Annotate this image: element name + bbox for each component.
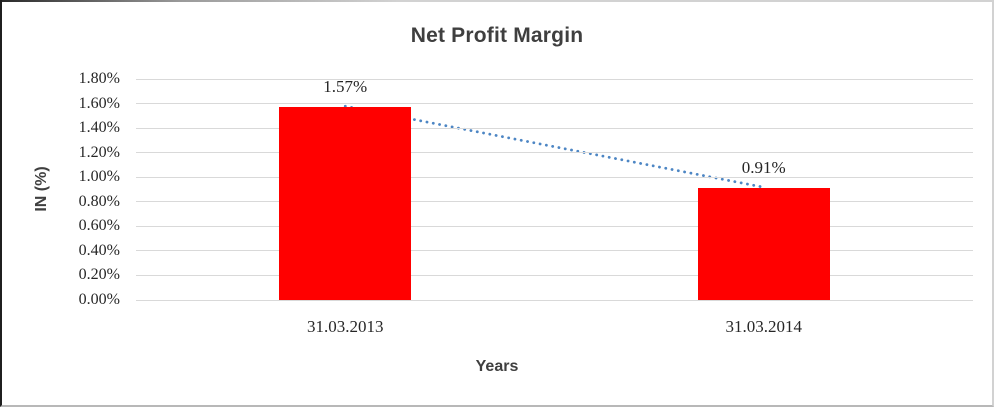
- y-tick-label: 1.60%: [78, 94, 120, 112]
- gridline: [136, 103, 973, 105]
- y-tick-label: 0.40%: [78, 241, 120, 259]
- y-tick-label: 1.20%: [78, 143, 120, 161]
- gridline: [136, 78, 973, 80]
- bar-data-label: 1.57%: [323, 77, 368, 97]
- gridline: [136, 250, 973, 252]
- bar-data-label: 0.91%: [741, 158, 786, 178]
- x-axis-title: Years: [475, 358, 519, 375]
- gridline: [136, 127, 973, 129]
- y-tick-label: 0.00%: [78, 291, 120, 308]
- y-tick-label: 1.40%: [78, 119, 120, 137]
- gridline: [136, 201, 973, 203]
- bar: [697, 188, 830, 300]
- y-tick-label: 1.00%: [78, 168, 120, 186]
- y-tick-label: 0.80%: [78, 192, 120, 210]
- gridline: [136, 299, 973, 301]
- chart-title: Net Profit Margin: [410, 24, 584, 47]
- chart-border-top: [2, 0, 992, 2]
- gridline: [136, 152, 973, 154]
- y-tick-label: 0.60%: [78, 217, 120, 235]
- x-tick-label: 31.03.2013: [307, 317, 384, 336]
- gridline: [136, 176, 973, 178]
- x-tick-label: 31.03.2014: [725, 317, 803, 336]
- y-tick-label: 0.20%: [78, 266, 120, 284]
- gridline: [136, 274, 973, 276]
- y-tick-label: 1.80%: [78, 70, 120, 87]
- bar: [279, 107, 412, 300]
- gridline: [136, 225, 973, 227]
